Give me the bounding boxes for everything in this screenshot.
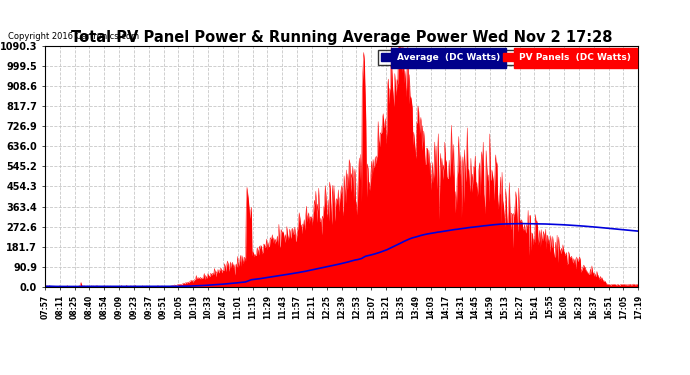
Legend: Average  (DC Watts), PV Panels  (DC Watts): Average (DC Watts), PV Panels (DC Watts) bbox=[378, 50, 633, 65]
Title: Total PV Panel Power & Running Average Power Wed Nov 2 17:28: Total PV Panel Power & Running Average P… bbox=[71, 30, 612, 45]
Text: Copyright 2016 Cartronics.com: Copyright 2016 Cartronics.com bbox=[8, 32, 139, 41]
